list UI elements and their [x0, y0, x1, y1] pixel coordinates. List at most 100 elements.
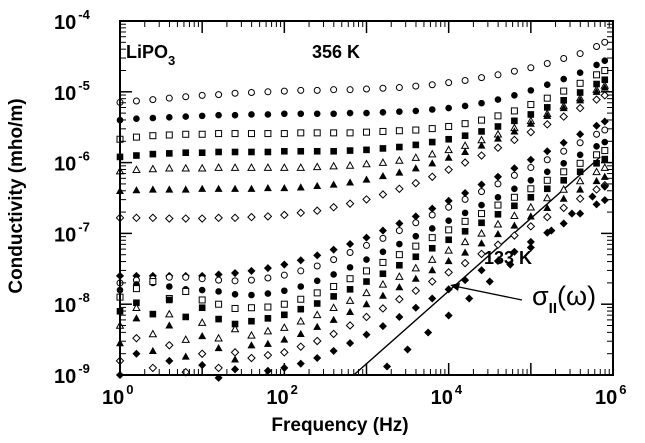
data-point-filled-circle — [494, 193, 502, 201]
data-point-filled-square — [231, 148, 239, 156]
data-point-open-diamond — [230, 348, 240, 357]
data-point-open-square — [428, 125, 436, 133]
data-point-filled-triangle — [576, 96, 585, 104]
data-point-open-circle — [165, 273, 173, 281]
data-point-open-triangle — [312, 310, 322, 319]
data-point-filled-triangle — [329, 180, 338, 188]
data-point-filled-circle — [396, 108, 403, 115]
y-tick-label-base: 10 — [54, 154, 76, 176]
sigma-label: σII(ω) — [532, 281, 596, 317]
data-point-filled-square — [576, 168, 584, 176]
data-point-open-square — [379, 258, 387, 266]
data-point-open-diamond — [329, 202, 338, 212]
data-point-filled-circle — [166, 283, 173, 290]
data-point-filled-diamond — [559, 219, 568, 228]
data-point-filled-diamond — [600, 117, 609, 126]
data-point-open-circle — [510, 67, 518, 75]
fit-line-layer — [353, 156, 601, 376]
data-point-filled-triangle — [592, 176, 601, 185]
data-point-open-diamond — [575, 103, 585, 113]
data-point-filled-circle — [511, 92, 518, 99]
data-point-open-diamond — [197, 214, 207, 223]
data-point-filled-triangle — [510, 221, 519, 229]
data-point-filled-triangle — [378, 171, 387, 180]
data-point-open-circle — [593, 130, 601, 138]
data-point-filled-diamond — [588, 192, 597, 201]
data-point-filled-circle — [215, 111, 222, 119]
data-point-open-diamond — [296, 342, 306, 351]
data-point-filled-diamond — [477, 266, 486, 275]
data-point-filled-circle — [182, 113, 190, 120]
data-point-open-square — [510, 107, 518, 115]
data-point-filled-circle — [601, 138, 609, 146]
data-point-filled-diamond — [477, 180, 486, 189]
data-point-open-diamond — [542, 120, 552, 129]
data-point-filled-diamond — [346, 339, 355, 348]
data-point-filled-circle — [543, 81, 551, 89]
y-tick-label-exponent: -4 — [78, 7, 90, 22]
data-point-filled-circle — [461, 102, 469, 110]
data-point-open-circle — [379, 84, 387, 92]
data-point-filled-circle — [248, 111, 255, 118]
data-point-open-diamond — [247, 353, 256, 363]
data-point-filled-circle — [281, 110, 288, 118]
data-point-open-square — [182, 287, 190, 295]
data-point-open-triangle — [132, 165, 141, 173]
y-tick-label-base: 10 — [54, 83, 76, 105]
data-point-open-circle — [560, 147, 568, 155]
data-point-open-square — [165, 131, 173, 139]
data-point-open-diamond — [411, 286, 421, 296]
data-point-filled-triangle — [477, 141, 486, 149]
data-point-filled-diamond — [600, 196, 609, 205]
data-point-filled-triangle — [510, 127, 519, 135]
data-point-filled-circle — [478, 201, 485, 209]
data-point-filled-triangle — [181, 352, 190, 360]
data-point-filled-circle — [560, 75, 568, 83]
data-point-filled-diamond — [411, 212, 420, 221]
data-point-filled-triangle — [296, 183, 305, 191]
data-point-filled-square — [511, 202, 518, 210]
data-point-open-circle — [264, 88, 272, 96]
data-point-open-circle — [601, 126, 609, 134]
data-point-open-triangle — [378, 158, 388, 166]
data-point-open-circle — [379, 234, 387, 242]
data-point-open-circle — [280, 87, 288, 95]
data-point-open-circle — [428, 211, 436, 219]
data-point-filled-circle — [297, 283, 305, 290]
data-point-filled-square — [412, 253, 420, 261]
data-point-open-circle — [198, 275, 206, 283]
data-point-open-diamond — [592, 95, 601, 104]
data-point-open-circle — [346, 249, 354, 257]
data-point-open-triangle — [132, 303, 141, 311]
data-point-filled-diamond — [485, 277, 494, 286]
data-point-filled-diamond — [247, 266, 256, 275]
data-point-open-square — [412, 126, 420, 134]
data-point-filled-triangle — [181, 185, 190, 193]
y-tick-label: 10 -8 — [54, 290, 90, 317]
data-point-open-diamond — [132, 333, 141, 343]
data-point-filled-square — [511, 117, 518, 125]
data-point-filled-triangle — [395, 168, 404, 176]
data-point-filled-square — [412, 141, 420, 149]
data-point-filled-triangle — [543, 111, 552, 119]
data-point-open-square — [527, 185, 535, 193]
data-point-open-triangle — [460, 141, 470, 149]
bottom-temperature-label: 133 K — [484, 248, 532, 268]
data-point-open-square — [478, 116, 486, 124]
data-point-filled-triangle — [600, 83, 609, 91]
data-point-open-circle — [231, 277, 239, 285]
data-point-open-circle — [363, 85, 370, 93]
data-point-filled-diamond — [132, 349, 141, 358]
x-tick-label-exponent: 0 — [126, 382, 133, 397]
data-point-open-diamond — [164, 340, 174, 350]
data-point-open-triangle — [181, 335, 191, 343]
data-point-filled-diamond — [461, 189, 470, 198]
data-point-open-diamond — [493, 240, 503, 250]
data-point-filled-triangle — [526, 119, 535, 127]
data-point-filled-triangle — [526, 212, 535, 220]
data-point-filled-diamond — [231, 269, 240, 278]
data-point-filled-diamond — [296, 359, 305, 368]
data-point-open-triangle — [247, 163, 256, 171]
data-point-open-diamond — [345, 199, 355, 208]
data-point-open-circle — [165, 94, 173, 102]
